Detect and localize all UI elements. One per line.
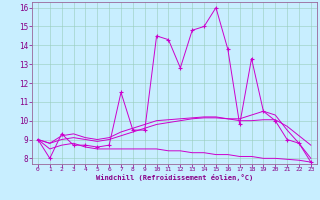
X-axis label: Windchill (Refroidissement éolien,°C): Windchill (Refroidissement éolien,°C) [96, 174, 253, 181]
